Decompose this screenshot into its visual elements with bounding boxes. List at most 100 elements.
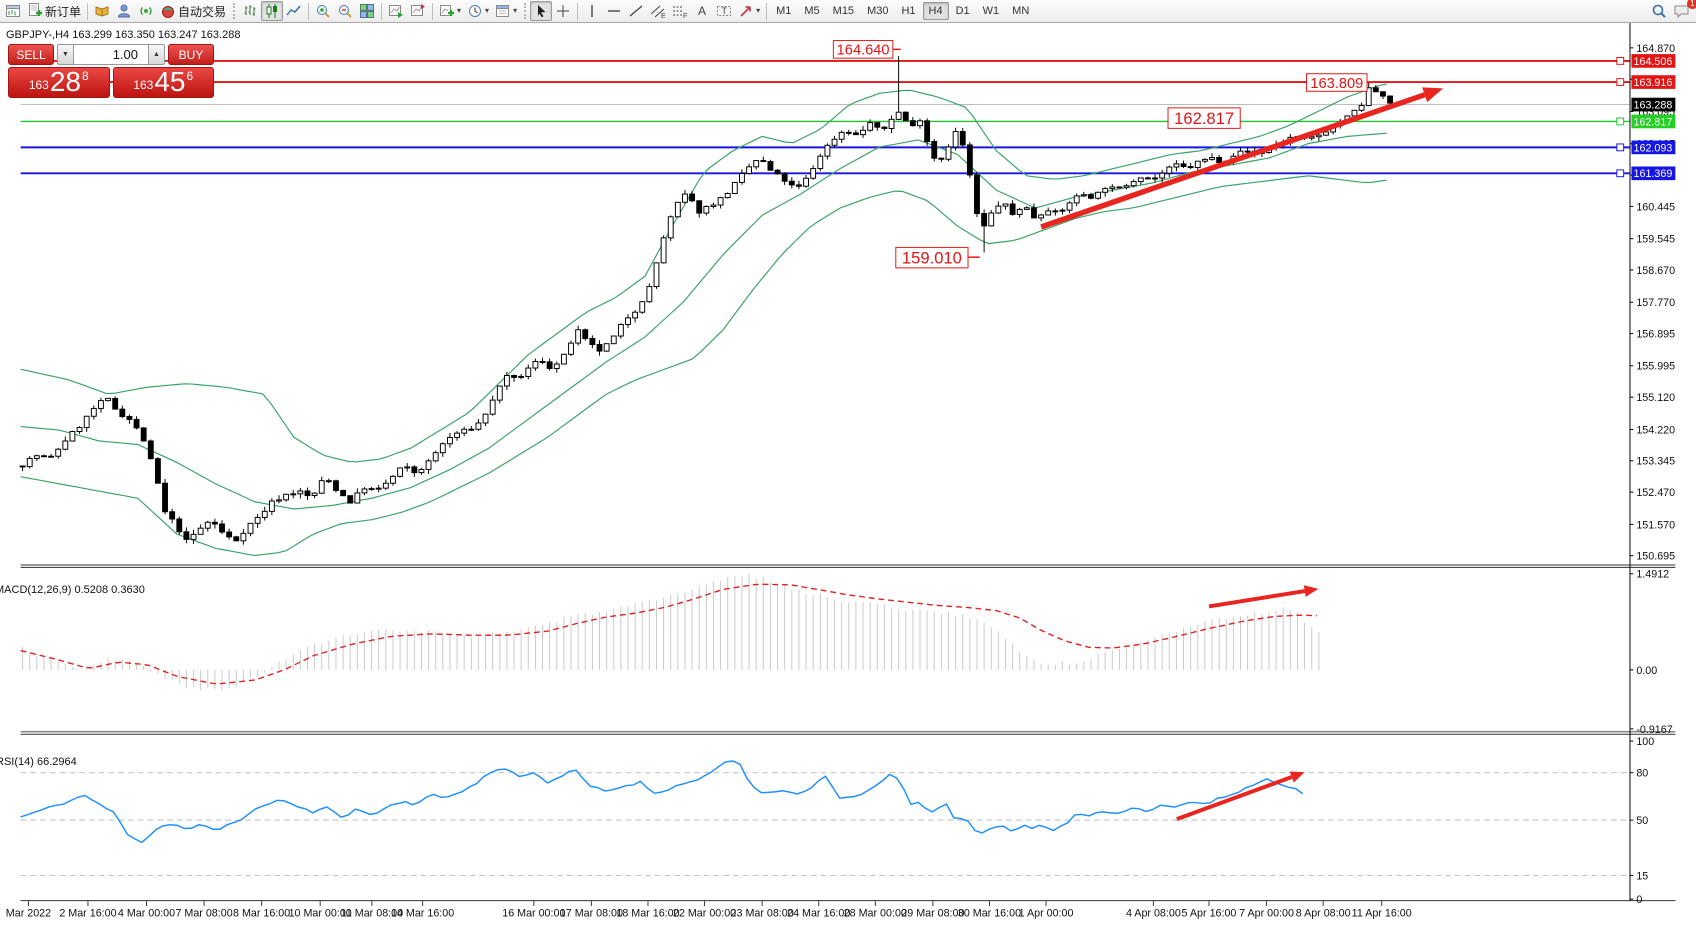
auto-trading-icon xyxy=(162,6,175,18)
new-order-label: 新订单 xyxy=(45,4,82,19)
buy-price[interactable]: 163 45 6 xyxy=(112,66,214,98)
svg-text:8 Apr 08:00: 8 Apr 08:00 xyxy=(1296,908,1351,920)
text-label-tool-button[interactable]: T xyxy=(713,1,735,21)
zoom-out-icon xyxy=(339,5,352,18)
crosshair-tool-button[interactable] xyxy=(552,1,574,21)
timeframe-D1[interactable]: D1 xyxy=(955,5,970,17)
profile-button[interactable] xyxy=(113,1,135,21)
timeframe-W1[interactable]: W1 xyxy=(982,5,1000,17)
timeframe-M15[interactable]: M15 xyxy=(832,5,855,17)
svg-text:80: 80 xyxy=(1636,768,1648,780)
svg-text:5 Apr 16:00: 5 Apr 16:00 xyxy=(1182,908,1237,920)
svg-text:162.817: 162.817 xyxy=(1174,109,1234,128)
toolbar-separator xyxy=(577,2,579,20)
svg-text:161.369: 161.369 xyxy=(1634,168,1673,180)
svg-text:157.770: 157.770 xyxy=(1636,297,1675,309)
chart-window: 164.640 163.809 162.817 159.010 164.870 163.9… xyxy=(0,23,1696,945)
svg-text:1 Apr 00:00: 1 Apr 00:00 xyxy=(1019,908,1074,920)
vertical-line-tool-button[interactable] xyxy=(581,1,603,21)
chart-window-icon[interactable] xyxy=(2,1,24,21)
chart-shift-button[interactable] xyxy=(407,1,429,21)
svg-text:2 Mar 16:00: 2 Mar 16:00 xyxy=(59,908,116,920)
toolbar-grip xyxy=(233,3,236,19)
cursor-tool-button[interactable] xyxy=(530,1,553,21)
svg-text:100: 100 xyxy=(1636,736,1654,748)
zoom-in-button[interactable] xyxy=(312,1,334,21)
svg-text:150.695: 150.695 xyxy=(1636,551,1675,563)
svg-text:11 Mar 08:00: 11 Mar 08:00 xyxy=(341,908,403,920)
new-order-button[interactable]: 新订单 xyxy=(24,1,84,21)
person-icon xyxy=(118,4,131,18)
templates-button[interactable]: ▾ xyxy=(492,1,520,21)
text-label-icon: T xyxy=(717,6,732,16)
template-icon xyxy=(496,5,510,17)
line-chart-type-button[interactable] xyxy=(283,1,305,21)
timeframe-MN[interactable]: MN xyxy=(1012,5,1030,17)
timeframe-H4[interactable]: H4 xyxy=(922,2,949,20)
svg-text:T: T xyxy=(722,6,728,16)
svg-text:22 Mar 00:00: 22 Mar 00:00 xyxy=(673,908,736,920)
svg-text:164.506: 164.506 xyxy=(1634,56,1673,68)
buy-price-sup: 6 xyxy=(186,69,194,83)
channel-tool-button[interactable]: E xyxy=(647,1,669,21)
svg-text:151.570: 151.570 xyxy=(1636,519,1675,531)
search-button[interactable] xyxy=(1648,1,1670,21)
bar-chart-type-button[interactable] xyxy=(239,1,261,21)
svg-text:1.4912: 1.4912 xyxy=(1636,569,1669,581)
shapes-tool-button[interactable]: ▾ xyxy=(735,1,763,21)
chevron-down-icon: ▾ xyxy=(756,6,761,15)
horizontal-line-tool-button[interactable] xyxy=(603,1,625,21)
fibonacci-icon: F xyxy=(673,6,687,19)
timeframe-M5[interactable]: M5 xyxy=(804,5,820,17)
svg-text:160.445: 160.445 xyxy=(1636,201,1675,213)
svg-text:156.895: 156.895 xyxy=(1636,328,1675,340)
timeframe-group: M1 M5 M15 M30 H1 H4 D1 W1 MN xyxy=(770,2,1035,20)
svg-text:162.817: 162.817 xyxy=(1634,116,1673,128)
trendline-tool-button[interactable] xyxy=(625,1,647,21)
book-icon xyxy=(95,6,109,17)
zoom-out-button[interactable] xyxy=(334,1,356,21)
timeframe-M1[interactable]: M1 xyxy=(776,5,792,17)
text-tool-button[interactable]: A xyxy=(691,1,713,21)
fibonacci-tool-button[interactable]: F xyxy=(669,1,691,21)
periods-button[interactable]: ▾ xyxy=(464,1,492,21)
timeframe-M30[interactable]: M30 xyxy=(867,5,889,17)
market-watch-button[interactable] xyxy=(91,1,113,21)
svg-text:0: 0 xyxy=(1636,894,1642,906)
text-icon: A xyxy=(698,4,706,18)
toolbar-separator xyxy=(766,2,768,20)
rsi-indicator-label: RSI(14) 66.2964 xyxy=(0,756,77,768)
signals-button[interactable] xyxy=(135,1,157,21)
candlestick-chart-type-button[interactable] xyxy=(261,1,284,21)
notifications-button[interactable]: 1 xyxy=(1670,0,1696,21)
svg-text:8 Mar 16:00: 8 Mar 16:00 xyxy=(233,908,290,920)
sell-price[interactable]: 163 28 8 xyxy=(8,67,110,98)
timeframe-H1[interactable]: H1 xyxy=(901,5,916,17)
svg-text:152.470: 152.470 xyxy=(1636,487,1675,499)
svg-text:163.288: 163.288 xyxy=(1634,99,1673,111)
volume-input[interactable] xyxy=(74,44,148,65)
toolbar-separator xyxy=(432,2,434,20)
sell-button[interactable]: SELL xyxy=(8,44,54,65)
chart-window-icon xyxy=(6,5,20,17)
volume-increase-button[interactable]: ▲ xyxy=(148,44,165,65)
indicators-button[interactable]: ▾ xyxy=(436,1,464,21)
toolbar-separator xyxy=(308,2,310,20)
tile-windows-button[interactable] xyxy=(356,1,378,21)
auto-trading-button[interactable]: 自动交易 xyxy=(157,1,229,21)
auto-scroll-button[interactable] xyxy=(385,1,407,21)
buy-button[interactable]: BUY xyxy=(168,44,214,65)
chevron-down-icon: ▾ xyxy=(485,6,490,15)
buy-price-big: 45 xyxy=(154,66,186,97)
svg-text:4 Mar 00:00: 4 Mar 00:00 xyxy=(118,908,175,920)
price-chart-canvas[interactable]: 164.640 163.809 162.817 159.010 164.870 163.9… xyxy=(0,23,1696,945)
volume-decrease-button[interactable]: ▼ xyxy=(57,44,74,65)
trendline-icon xyxy=(629,5,643,17)
line-chart-icon xyxy=(286,5,301,16)
trade-prices-row: 163 28 8 163 45 6 xyxy=(8,67,214,98)
svg-text:10 Mar 00:00: 10 Mar 00:00 xyxy=(289,908,352,920)
volume-stepper: ▼ ▲ xyxy=(57,44,165,65)
svg-text:163.916: 163.916 xyxy=(1634,77,1673,89)
svg-text:24 Mar 16:00: 24 Mar 16:00 xyxy=(787,908,850,920)
search-icon xyxy=(1652,4,1666,18)
